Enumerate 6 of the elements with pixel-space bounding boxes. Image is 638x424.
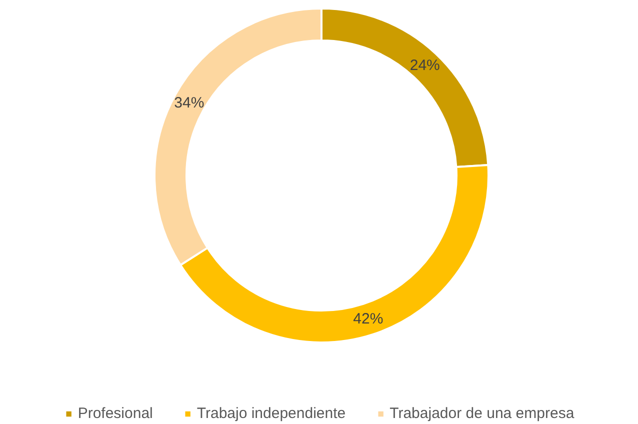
legend-label: Profesional xyxy=(78,405,153,422)
data-label: 24% xyxy=(410,56,440,74)
data-label: 34% xyxy=(174,94,204,112)
data-label: 42% xyxy=(353,310,384,328)
legend-label: Trabajo independiente xyxy=(196,405,346,422)
legend-label: Trabajador de una empresa xyxy=(390,405,574,422)
